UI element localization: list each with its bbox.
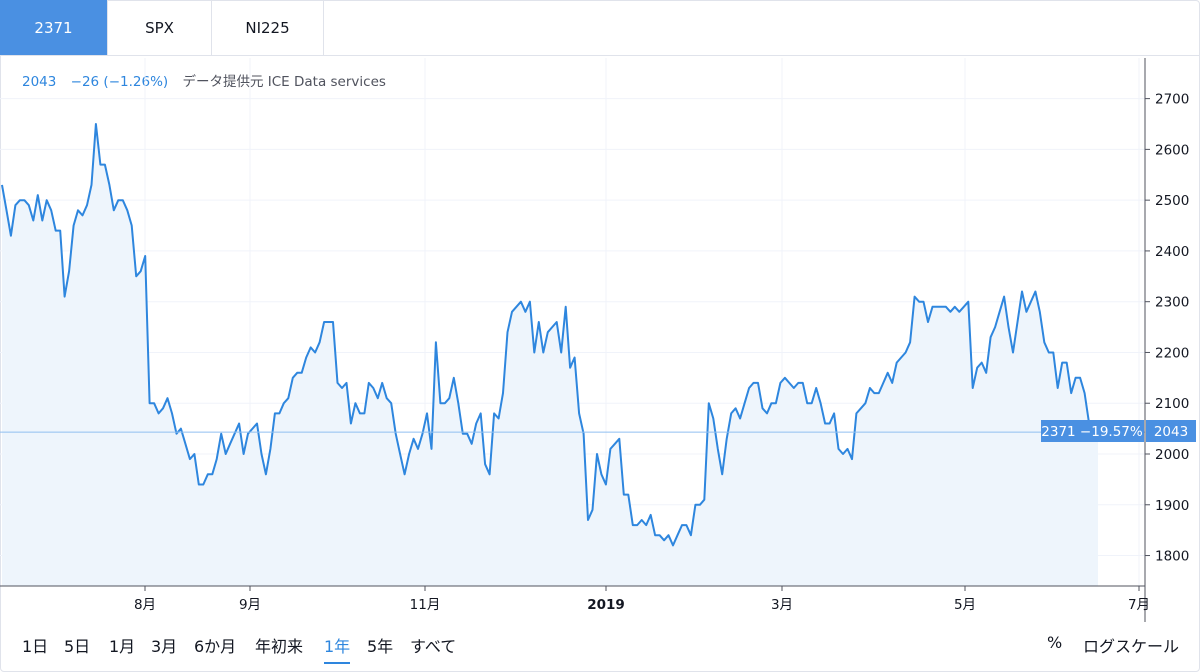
range-5d[interactable]: 5日	[64, 637, 91, 656]
x-tick-label: 7月	[1128, 597, 1150, 613]
symbol-change-tag-label: 2371 −19.57%	[1041, 424, 1143, 440]
y-tick-label: 2400	[1155, 244, 1189, 260]
log-scale-toggle[interactable]: ログスケール	[1083, 637, 1180, 656]
x-tick-label: 5月	[954, 597, 976, 613]
last-price-tag-label: 2043	[1154, 424, 1188, 440]
y-tick-label: 2300	[1155, 295, 1189, 311]
y-tick-label: 2100	[1155, 396, 1189, 412]
y-tick-label: 1900	[1155, 498, 1189, 514]
symbol-tabs: 2371 SPX NI225	[0, 0, 1200, 56]
y-tick-label: 2600	[1155, 142, 1189, 158]
y-tick-label: 2700	[1155, 92, 1189, 108]
range-1m[interactable]: 1月	[109, 637, 136, 656]
y-tick-label: 2000	[1155, 447, 1189, 463]
legend-change: −26 (−1.26%)	[70, 74, 169, 90]
tab-ni225[interactable]: NI225	[212, 0, 324, 55]
price-chart[interactable]: 1800 1900 2000 2100 2200 2300 2400 2500 2600 2700…	[0, 57, 1200, 622]
chart-legend: 2043 −26 (−1.26%) データ提供元 ICE Data servic…	[22, 70, 386, 90]
x-tick-label: 9月	[239, 597, 261, 613]
legend-source: データ提供元 ICE Data services	[182, 74, 386, 90]
range-6m[interactable]: 6か月	[194, 637, 237, 656]
x-tick-label: 2019	[587, 597, 625, 613]
last-price-tag	[1146, 420, 1196, 442]
x-tick-label: 8月	[134, 597, 156, 613]
y-tick-label: 1800	[1155, 549, 1189, 565]
range-1d[interactable]: 1日	[22, 637, 49, 656]
price-area-fill	[2, 124, 1098, 586]
price-line	[1, 123, 1098, 547]
tab-spx[interactable]: SPX	[108, 0, 212, 55]
symbol-change-tag	[1041, 420, 1144, 442]
range-bar: 1日 5日 1月 3月 6か月 年初来 1年 5年 すべて % ログスケール	[0, 624, 1200, 664]
tab-2371[interactable]: 2371	[0, 0, 108, 55]
percent-toggle[interactable]: %	[1047, 633, 1063, 652]
legend-value: 2043	[22, 74, 57, 90]
y-tick-label: 2200	[1155, 345, 1189, 361]
range-ytd[interactable]: 年初来	[255, 637, 304, 656]
range-1y[interactable]: 1年	[324, 633, 351, 664]
x-tick-label: 3月	[771, 597, 793, 613]
range-5y[interactable]: 5年	[367, 637, 394, 656]
range-all[interactable]: すべて	[410, 637, 457, 656]
range-3m[interactable]: 3月	[151, 637, 178, 656]
y-tick-label: 2500	[1155, 193, 1189, 209]
x-tick-label: 11月	[410, 597, 441, 613]
